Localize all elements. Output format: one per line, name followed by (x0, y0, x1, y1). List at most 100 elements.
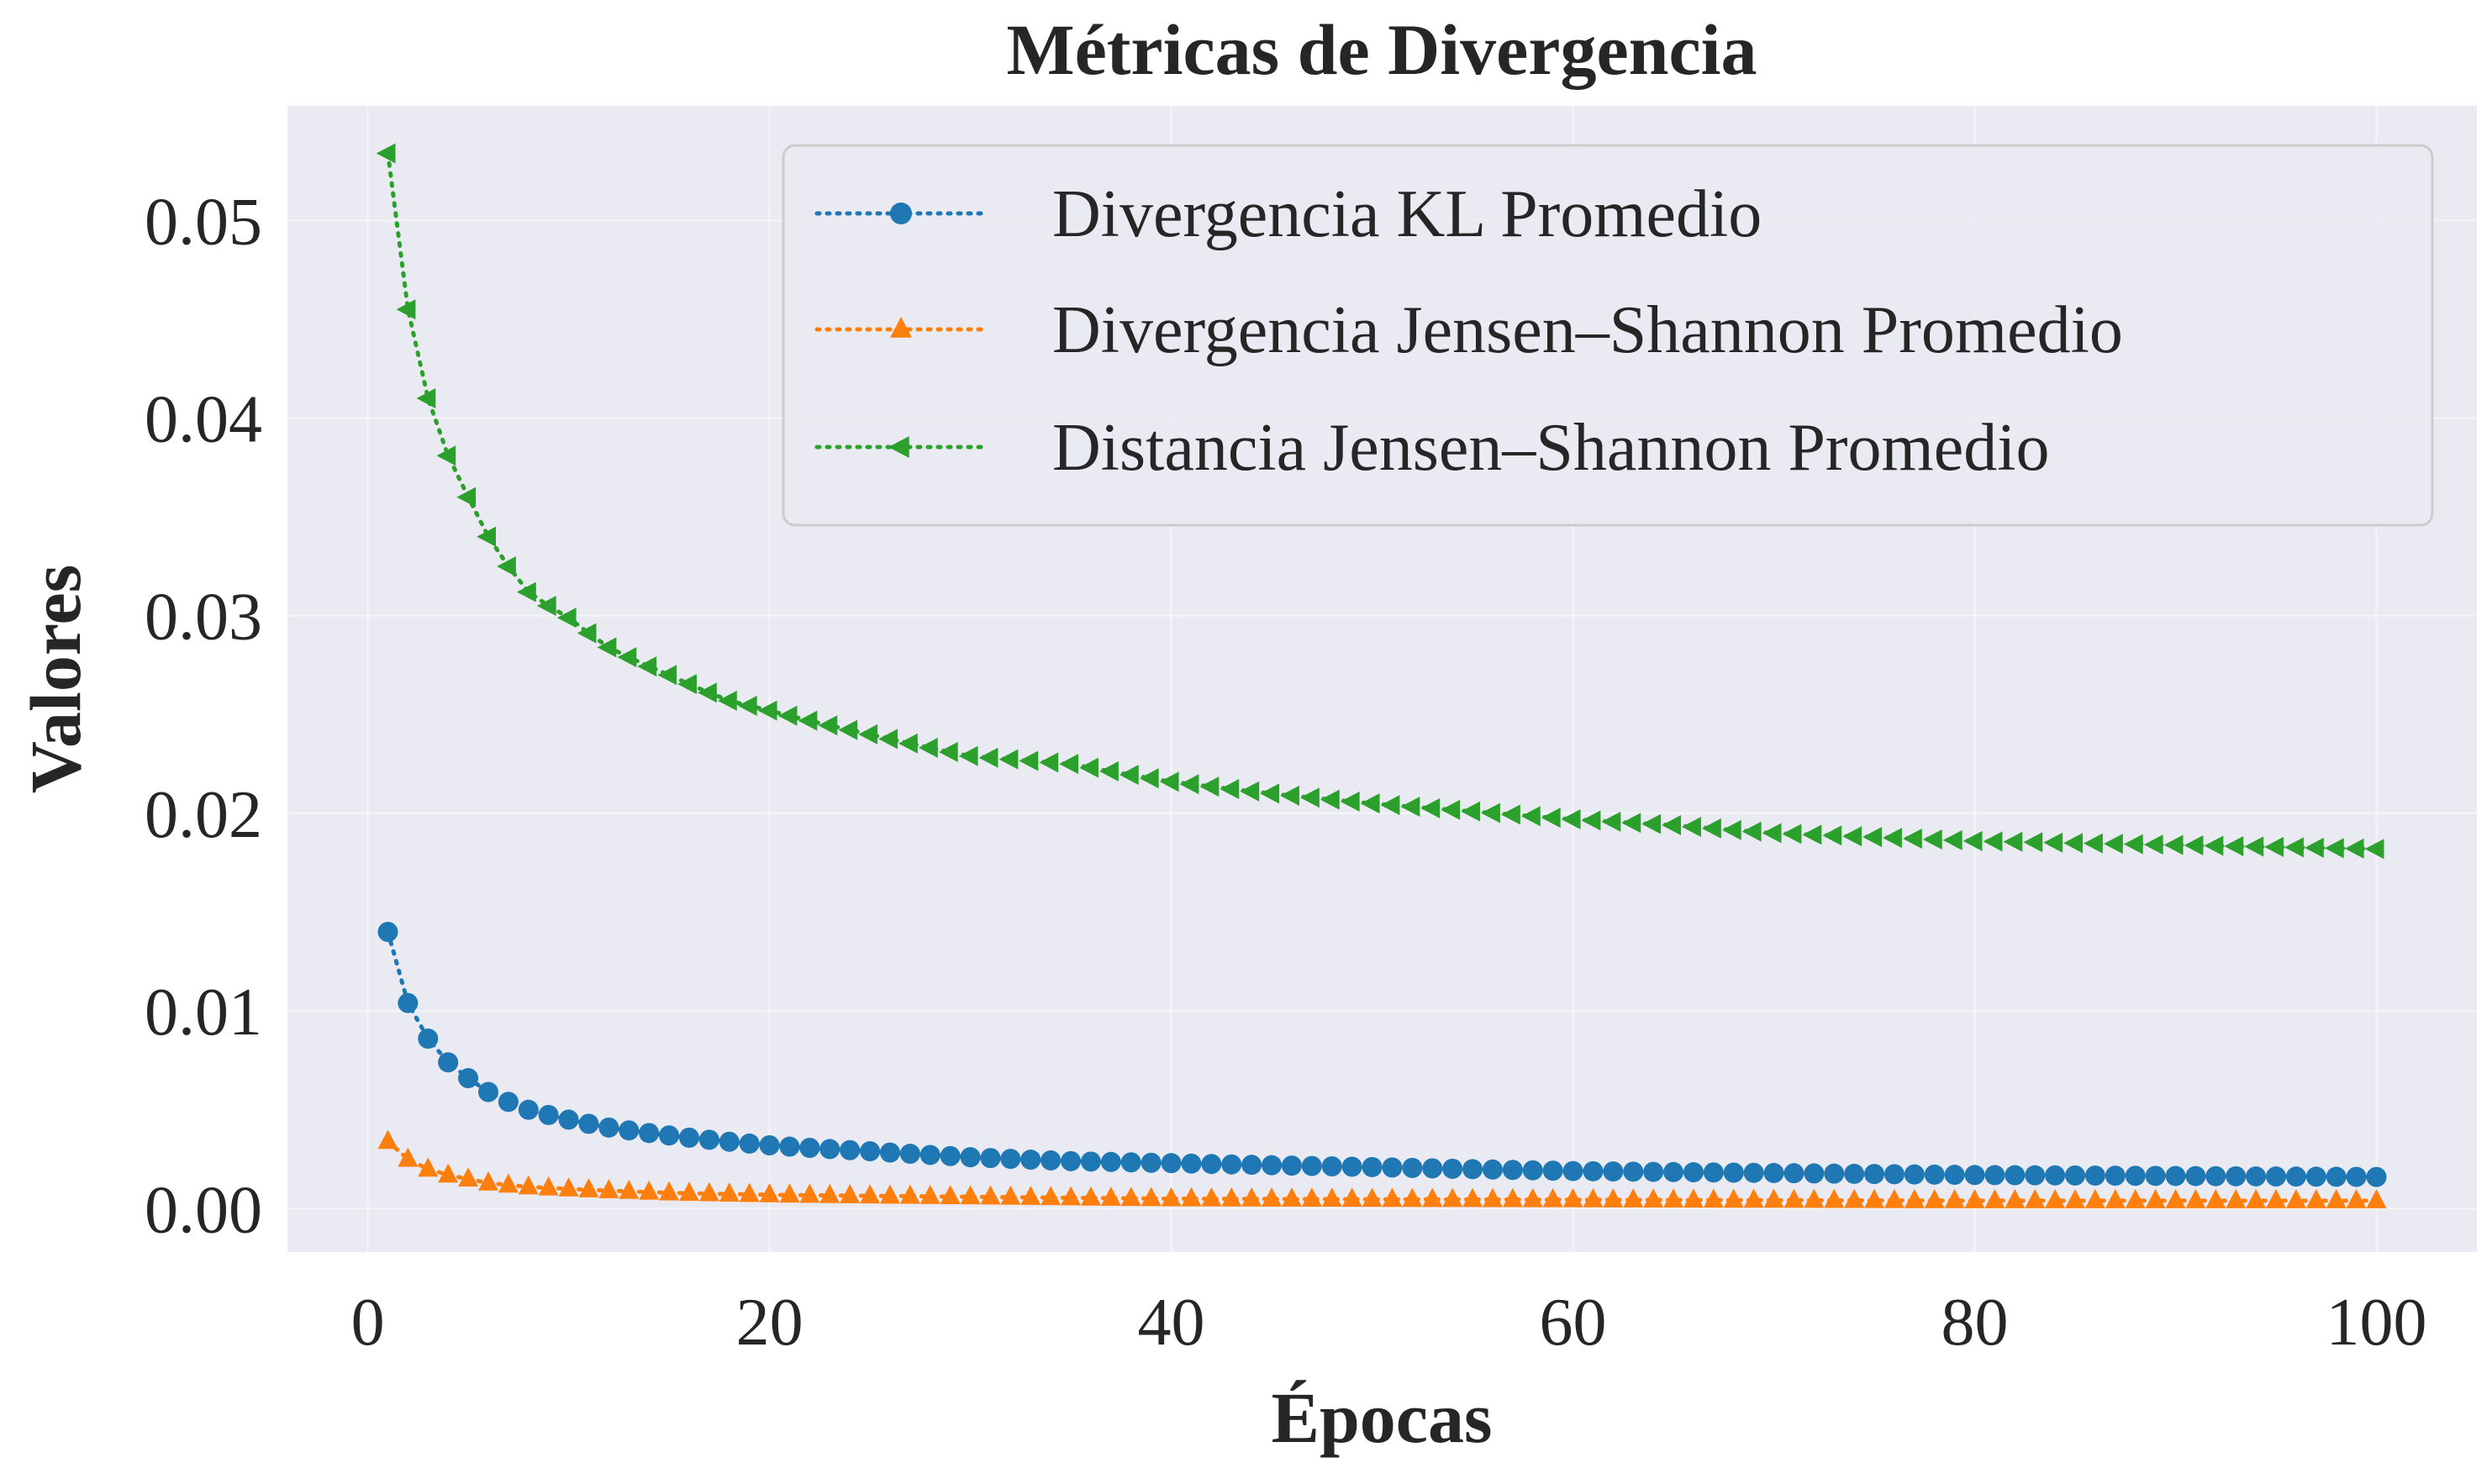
y-tick-label: 0.01 (145, 976, 262, 1050)
data-point (860, 1184, 881, 1204)
data-point (598, 1117, 619, 1138)
data-point (1100, 1187, 1121, 1206)
data-point (2043, 832, 2063, 853)
data-point (1100, 1151, 1121, 1172)
legend-entry: Distancia Jensen–Shannon Promedio (814, 411, 2049, 485)
data-point (498, 1092, 519, 1113)
data-point (418, 1029, 439, 1050)
data-point (1603, 1188, 1624, 1208)
data-point (860, 1141, 881, 1162)
data-point (1623, 1161, 1644, 1182)
data-point (1161, 1153, 1182, 1174)
data-point (819, 1183, 840, 1203)
data-point (1159, 771, 1179, 792)
data-point (1983, 831, 2003, 852)
data-point (1441, 799, 1461, 820)
data-point (1221, 1187, 1242, 1207)
data-point (1964, 1189, 1985, 1208)
data-point (377, 1129, 398, 1150)
data-point (1623, 1188, 1644, 1208)
data-point (2305, 1189, 2326, 1208)
data-point (398, 1147, 419, 1167)
data-point (1581, 810, 1601, 831)
data-point (2366, 1189, 2387, 1208)
data-point (2346, 1166, 2367, 1187)
data-point (1281, 1187, 1302, 1207)
data-point (2305, 837, 2324, 858)
data-point (1280, 785, 1299, 806)
data-point (2266, 1189, 2287, 1208)
data-point (2023, 832, 2043, 853)
y-tick-label: 0.02 (145, 778, 262, 852)
data-point (1663, 1188, 1684, 1208)
data-point (2226, 1166, 2247, 1187)
data-point (1461, 801, 1481, 822)
data-point (1000, 1185, 1021, 1205)
data-point (1601, 811, 1621, 832)
x-tick-label: 20 (736, 1286, 803, 1360)
data-point (1703, 1188, 1724, 1208)
data-point (1482, 1187, 1503, 1208)
data-point (1020, 1150, 1041, 1171)
x-tick-label: 40 (1138, 1286, 1205, 1360)
data-point (1320, 789, 1340, 810)
data-point (1462, 1187, 1483, 1208)
data-point (2364, 839, 2384, 860)
data-point (2324, 838, 2344, 859)
data-point (1240, 781, 1260, 802)
data-point (1922, 829, 1942, 850)
data-point (2123, 834, 2143, 855)
data-point (1762, 823, 1782, 844)
data-point (477, 1081, 498, 1102)
data-point (1782, 824, 1802, 845)
data-point (1804, 1188, 1825, 1208)
data-point (578, 1178, 599, 1197)
data-point (1482, 1159, 1503, 1180)
data-point (518, 1175, 539, 1195)
data-point (2165, 1189, 2186, 1208)
data-point (598, 1179, 619, 1198)
data-point (759, 1183, 780, 1202)
series-1 (377, 922, 2387, 1187)
data-point (677, 674, 697, 695)
data-point (2105, 1189, 2126, 1208)
data-point (940, 1185, 961, 1204)
data-point (1502, 1187, 1523, 1208)
data-point (1883, 1188, 1905, 1208)
data-point (1281, 1155, 1302, 1176)
data-point (518, 1099, 539, 1120)
data-point (2025, 1189, 2046, 1208)
data-point (1181, 1187, 1202, 1207)
data-point (980, 1185, 1001, 1205)
data-point (819, 1139, 840, 1160)
data-point (719, 1131, 740, 1152)
data-point (1301, 1187, 1322, 1207)
data-point (1802, 824, 1822, 845)
data-point (1944, 1165, 1965, 1186)
data-point (1481, 803, 1500, 824)
data-point (477, 1171, 498, 1191)
data-point (2125, 1166, 2146, 1187)
data-point (978, 747, 998, 768)
data-point (1360, 793, 1380, 814)
data-point (879, 1184, 900, 1204)
data-point (698, 682, 717, 703)
data-point (1061, 1186, 1082, 1206)
data-point (1161, 1187, 1182, 1207)
data-point (1963, 830, 1983, 851)
data-point (2145, 1166, 2166, 1187)
data-point (1763, 1188, 1784, 1208)
data-point (2246, 1166, 2267, 1187)
data-point (779, 1183, 800, 1203)
series-line (386, 1139, 2379, 1203)
data-point (2266, 1166, 2287, 1187)
data-point (739, 1182, 760, 1202)
data-point (2084, 833, 2103, 854)
data-point (1120, 1152, 1141, 1173)
data-point (799, 1183, 820, 1203)
x-tick-labels: 0 20 40 60 80 100 (351, 1286, 2427, 1360)
data-point (2084, 1189, 2105, 1208)
data-point (899, 1144, 920, 1165)
data-point (1522, 1187, 1543, 1208)
